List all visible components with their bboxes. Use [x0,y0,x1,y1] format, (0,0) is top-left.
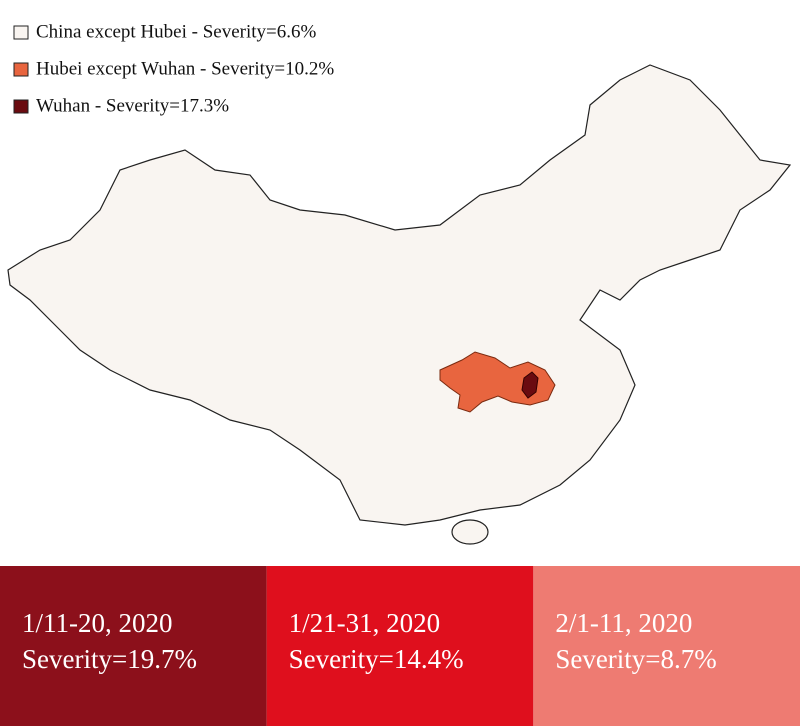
panel-severity: Severity=19.7% [22,644,197,674]
hainan-region [451,519,489,545]
china-map [7,64,792,545]
panel-period: 2/1-11, 2020 [555,608,692,638]
legend-swatch [13,25,29,40]
panel-severity: Severity=8.7% [555,644,716,674]
legend-label: Wuhan - Severity=17.3% [36,95,229,116]
panel [266,566,534,726]
panel-period: 1/21-31, 2020 [289,608,441,638]
legend: China except Hubei - Severity=6.6% Hubei … [13,21,334,116]
china-region [7,64,792,526]
legend-swatch [13,99,29,114]
panel-period: 1/11-20, 2020 [22,608,173,638]
legend-label: Hubei except Wuhan - Severity=10.2% [36,58,334,79]
panel [533,566,800,726]
panel-severity: Severity=14.4% [289,644,464,674]
legend-label: China except Hubei - Severity=6.6% [36,21,317,42]
panel [0,566,267,726]
wuhan-region [521,371,539,399]
hubei-region [439,351,556,413]
severity-panels: 1/11-20, 2020 Severity=19.7% 1/21-31, 2020… [0,566,800,726]
legend-swatch [13,62,29,77]
